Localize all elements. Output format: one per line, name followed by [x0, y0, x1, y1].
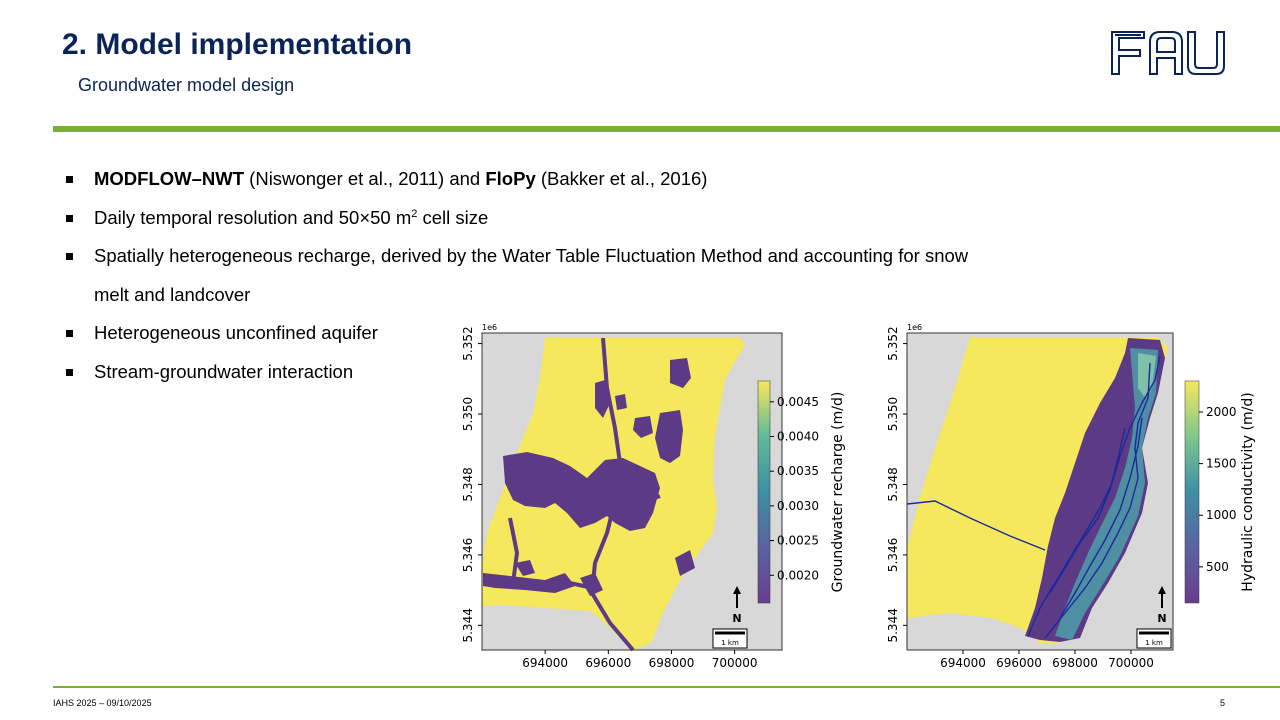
colorbar-tick-label: 0.0035 — [777, 464, 819, 478]
map-frame — [906, 332, 1174, 651]
y-tick-label: 5.346 — [461, 538, 475, 572]
bullet-text: melt and landcover — [94, 283, 251, 305]
y-offset-label: 1e6 — [482, 323, 497, 332]
north-label: N — [732, 612, 741, 625]
colorbar-tick-label: 1000 — [1206, 508, 1237, 522]
recharge-map-figure: N 1 km 1e6 5.344 5.346 5.348 5.350 5.352 694… — [461, 323, 846, 670]
x-tick-label: 696000 — [996, 656, 1042, 670]
colorbar-label: Hydraulic conductivity (m/d) — [1240, 392, 1256, 591]
y-offset-label: 1e6 — [907, 323, 922, 332]
conductivity-low-zone — [1025, 338, 1165, 642]
bullet-superscript: 2 — [411, 207, 418, 220]
footer-divider — [53, 686, 1280, 688]
north-label: N — [1157, 612, 1166, 625]
slide-subtitle: Groundwater model design — [78, 75, 295, 95]
fau-logo — [1111, 31, 1225, 75]
header-divider — [53, 126, 1280, 132]
bullet-item-continuation: melt and landcover — [62, 276, 1142, 315]
bullet-list: MODFLOW–NWT (Niswonger et al., 2011) and… — [62, 160, 1142, 391]
bullet-text: Stream-groundwater interaction — [94, 360, 354, 382]
bullet-text: (Bakker et al., 2016) — [535, 168, 708, 189]
bullet-item: MODFLOW–NWT (Niswonger et al., 2011) and… — [62, 160, 1142, 199]
colorbar-tick-label: 0.0045 — [777, 395, 819, 409]
footer-text: IAHS 2025 – 09/10/2025 — [53, 698, 152, 708]
colorbar-tick-label: 0.0030 — [777, 499, 819, 513]
scale-bar: 1 km — [712, 628, 748, 649]
colorbar-tick-label: 0.0020 — [777, 568, 819, 582]
colorbar-label: Groundwater recharge (m/d) — [830, 392, 846, 593]
y-tick-label: 5.352 — [886, 326, 900, 360]
colorbar-tick-label: 1500 — [1206, 457, 1237, 471]
road-network — [482, 337, 661, 652]
north-arrow: N — [1157, 586, 1167, 625]
bullet-item: Daily temporal resolution and 50×50 m2 c… — [62, 199, 1142, 238]
x-tick-label: 694000 — [940, 656, 986, 670]
north-arrow: N — [732, 586, 742, 625]
x-tick-label: 700000 — [1108, 656, 1154, 670]
colorbar-tick-label: 500 — [1206, 560, 1229, 574]
bullet-item: Stream-groundwater interaction — [62, 353, 1142, 392]
colorbar-tick-label: 0.0025 — [777, 534, 819, 548]
y-tick-label: 5.352 — [461, 326, 475, 360]
scale-label: 1 km — [721, 639, 739, 647]
colorbar-tick-label: 0.0040 — [777, 430, 819, 444]
bullet-text: (Niswonger et al., 2011) and — [244, 168, 486, 189]
y-tick-label: 5.344 — [461, 608, 475, 642]
conductivity-map-figure: N 1 km 1e6 5.344 5.346 5.348 5.350 5.352 694… — [886, 323, 1256, 670]
y-tick-label: 5.348 — [886, 467, 900, 501]
scale-label: 1 km — [1145, 639, 1163, 647]
colorbar-tick-label: 2000 — [1206, 405, 1237, 419]
bullet-text: cell size — [417, 206, 489, 228]
y-tick-label: 5.350 — [886, 397, 900, 431]
x-tick-label: 696000 — [585, 656, 631, 670]
bullet-text: Daily temporal resolution and 50×50 m — [94, 206, 412, 228]
x-tick-label: 698000 — [649, 656, 695, 670]
map-frame — [481, 332, 783, 651]
scale-bar: 1 km — [1136, 628, 1172, 649]
bullet-item: Heterogeneous unconfined aquifer — [62, 314, 1142, 353]
bullet-text: Spatially heterogeneous recharge, derive… — [94, 245, 969, 266]
y-tick-label: 5.346 — [886, 538, 900, 572]
bullet-text: Heterogeneous unconfined aquifer — [94, 322, 378, 343]
bullet-bold: MODFLOW–NWT — [94, 168, 245, 189]
x-tick-label: 694000 — [522, 656, 568, 670]
x-tick-label: 700000 — [712, 656, 758, 670]
y-tick-label: 5.344 — [886, 608, 900, 642]
page-number: 5 — [1220, 698, 1226, 708]
x-tick-label: 698000 — [1052, 656, 1098, 670]
y-tick-label: 5.350 — [461, 397, 475, 431]
colorbar — [1184, 380, 1200, 604]
y-tick-label: 5.348 — [461, 467, 475, 501]
stream-network — [906, 355, 1161, 639]
colorbar — [757, 380, 771, 604]
bullet-item: Spatially heterogeneous recharge, derive… — [62, 237, 1142, 276]
bullet-bold: FloPy — [485, 168, 536, 189]
slide-title: 2. Model implementation — [62, 28, 413, 61]
